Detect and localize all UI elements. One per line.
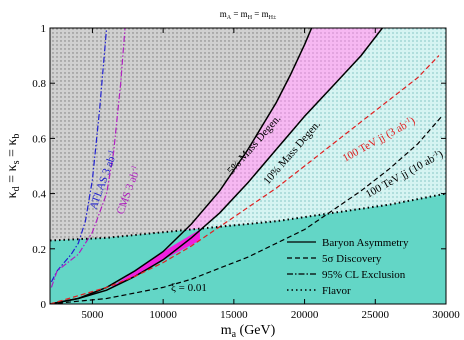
chart-title: mA = mH = mH± (220, 9, 277, 21)
x-tick-label: 15000 (220, 309, 248, 321)
x-tick-label: 25000 (362, 309, 390, 321)
series-line-1 (50, 28, 313, 304)
series-line-2 (50, 115, 443, 304)
x-tick-label: 20000 (291, 309, 319, 321)
y-tick-label: 1 (41, 23, 47, 35)
axes-layer: 5000 10000 15000 20000 25000 30000 0 0.2 0.4 0.6 0… (32, 23, 460, 321)
y-tick-label: 0.6 (32, 133, 46, 145)
annotation-xi: ξ = 0.01 (171, 282, 207, 294)
legend-label-flavor: Flavor (322, 285, 351, 297)
y-tick-label: 0.2 (32, 244, 46, 256)
legend-label-discovery: 5σ Discovery (322, 253, 382, 265)
series-line-3 (50, 55, 440, 304)
x-axis-label: ma (GeV) (221, 323, 276, 340)
series-line-6 (50, 192, 446, 242)
x-tick-label: 10000 (149, 309, 177, 321)
y-axis-label: κd = κs = κb (5, 134, 22, 199)
region-excluded-gray (50, 28, 312, 304)
series-layer (50, 28, 446, 304)
series-line-5 (50, 28, 126, 288)
region-overlap (106, 229, 200, 291)
x-tick-label: 30000 (432, 309, 460, 321)
series-line-0 (50, 28, 383, 304)
series-line-4 (50, 28, 108, 283)
region-mass-degen-5 (50, 28, 383, 304)
y-tick-label: 0.8 (32, 78, 46, 90)
legend-label-baryon: Baryon Asymmetry (322, 237, 409, 249)
y-tick-label: 0 (41, 299, 47, 311)
plot-area (50, 28, 446, 304)
y-tick-label: 0.4 (32, 189, 46, 201)
legend: Baryon Asymmetry 5σ Discovery 95% CL Exc… (287, 237, 409, 297)
x-tick-label: 5000 (81, 309, 104, 321)
legend-label-exclusion: 95% CL Exclusion (322, 269, 406, 281)
plot-frame (49, 27, 447, 305)
region-flavor-allowed (50, 193, 446, 304)
